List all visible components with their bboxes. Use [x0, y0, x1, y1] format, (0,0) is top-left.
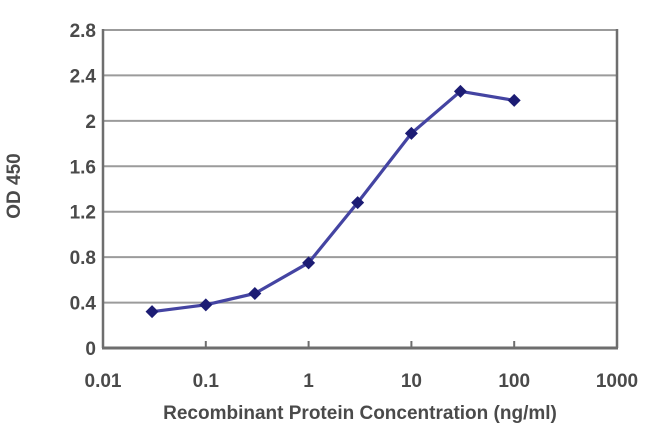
y-tick-label: 2.4: [70, 66, 97, 87]
axes-layer: [101, 29, 619, 350]
gridlines-layer: [103, 29, 617, 349]
tick-labels-layer: 0 0.4 0.8 1.2 1.6 2 2.4 2.8 0.01 0.1 1 10 100 1000: [70, 21, 639, 392]
y-tick-label: 2: [85, 112, 96, 133]
y-tick-label: 2.8: [70, 21, 96, 42]
y-tick-label: 0.4: [70, 294, 97, 315]
data-point-marker: [248, 286, 262, 300]
x-axis-title: Recombinant Protein Concentration (ng/ml…: [163, 403, 557, 424]
data-point-marker: [199, 298, 213, 312]
x-tick-label: 100: [498, 371, 530, 392]
x-tick-label: 1000: [596, 371, 638, 392]
series-line: [150, 89, 516, 314]
data-point-marker: [404, 126, 418, 140]
x-tick-label: 10: [401, 371, 422, 392]
data-point-marker: [302, 256, 316, 270]
series-layer: [145, 84, 521, 319]
data-point-marker: [507, 93, 521, 107]
data-point-marker: [145, 305, 159, 319]
y-tick-label: 0.8: [70, 248, 96, 269]
y-axis-title: OD 450: [4, 153, 25, 218]
data-point-marker: [453, 84, 467, 98]
y-tick-label: 1.6: [70, 157, 96, 178]
x-tick-label: 0.01: [85, 371, 122, 392]
y-tick-label: 0: [85, 339, 96, 360]
x-tick-label: 1: [303, 371, 314, 392]
x-tick-label: 0.1: [193, 371, 220, 392]
data-point-marker: [351, 196, 365, 210]
y-tick-label: 1.2: [70, 203, 96, 224]
